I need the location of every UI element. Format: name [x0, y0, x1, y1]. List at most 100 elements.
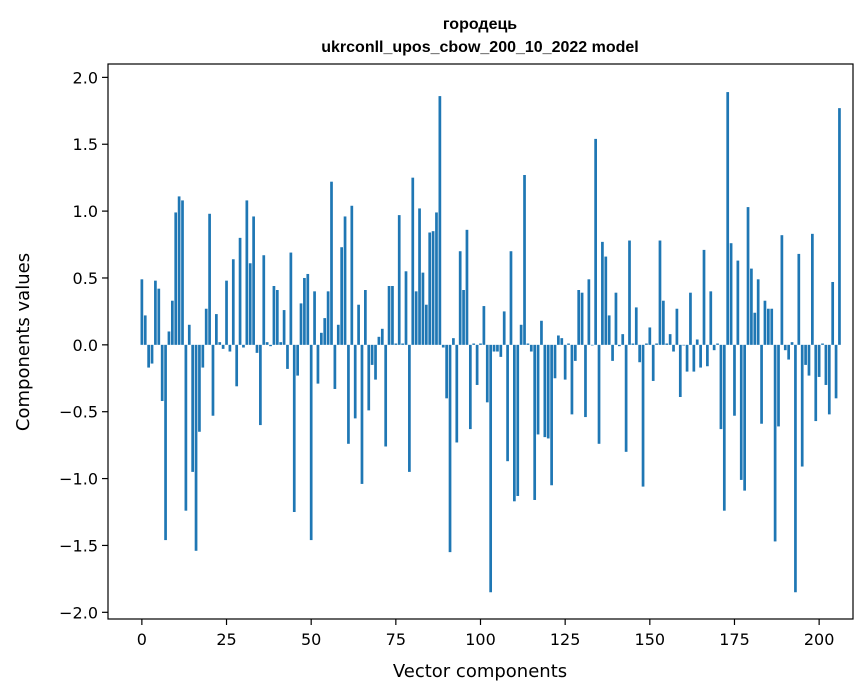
bar-202 [824, 344, 828, 385]
bar-123 [557, 335, 560, 345]
bar-168 [709, 291, 713, 345]
bar-106 [499, 344, 503, 357]
bar-157 [672, 344, 675, 352]
bar-183 [760, 344, 763, 424]
bar-148 [641, 344, 645, 487]
bar-129 [577, 290, 581, 345]
bar-172 [722, 344, 726, 511]
bar-116 [533, 344, 537, 500]
bar-67 [367, 344, 371, 411]
bar-131 [584, 344, 587, 418]
bar-93 [455, 344, 459, 443]
bar-150 [648, 327, 652, 345]
bar-174 [729, 243, 733, 345]
x-tick-label-25: 25 [216, 630, 236, 649]
bar-19 [204, 308, 208, 345]
bar-97 [468, 344, 472, 430]
bar-173 [726, 92, 730, 345]
bar-98 [472, 343, 476, 345]
bar-14 [187, 324, 191, 345]
bar-85 [428, 232, 432, 345]
y-tick-label-1: −1.5 [59, 536, 98, 555]
y-tick-label-2: −1.0 [59, 470, 98, 489]
y-tick-label-6: 1.0 [73, 202, 98, 221]
bar-42 [282, 310, 286, 345]
bar-71 [380, 328, 384, 345]
bar-70 [377, 336, 381, 345]
bar-61 [347, 344, 350, 444]
bar-136 [601, 241, 604, 345]
bar-171 [719, 344, 723, 430]
bar-25 [225, 280, 228, 345]
bar-115 [529, 344, 533, 352]
bar-88 [438, 96, 442, 345]
bar-94 [458, 251, 462, 345]
bar-204 [831, 281, 835, 345]
bar-152 [655, 343, 658, 345]
bar-161 [685, 344, 689, 372]
bar-3 [150, 344, 154, 364]
bar-44 [289, 252, 293, 345]
bar-114 [526, 343, 530, 345]
bar-1 [143, 315, 147, 345]
bar-160 [682, 344, 686, 346]
bar-40 [275, 290, 279, 345]
bar-140 [614, 292, 618, 345]
bar-167 [706, 344, 709, 367]
bar-181 [753, 312, 757, 345]
bar-101 [482, 306, 486, 345]
bar-83 [421, 272, 425, 345]
bar-72 [384, 344, 388, 447]
bar-199 [814, 344, 818, 422]
bar-164 [695, 339, 699, 345]
bar-75 [394, 343, 398, 345]
bar-78 [404, 271, 408, 345]
y-tick-label-8: 2.0 [73, 68, 98, 87]
bar-62 [350, 205, 354, 345]
bar-151 [651, 344, 655, 381]
bar-153 [658, 240, 662, 345]
bar-8 [167, 331, 171, 345]
x-tick-label-200: 200 [804, 630, 835, 649]
x-tick-label-150: 150 [635, 630, 666, 649]
bar-155 [665, 343, 669, 345]
bar-185 [766, 308, 770, 345]
bar-108 [506, 344, 509, 462]
bar-0 [140, 279, 144, 345]
bar-9 [170, 300, 174, 345]
bar-197 [807, 344, 811, 376]
bar-119 [543, 344, 547, 438]
bar-69 [374, 344, 377, 380]
bar-84 [424, 304, 428, 345]
bar-89 [441, 344, 445, 348]
bar-143 [624, 344, 628, 452]
bar-12 [181, 200, 184, 345]
bar-95 [462, 290, 465, 345]
bar-49 [306, 273, 310, 345]
bar-30 [242, 344, 245, 348]
bar-54 [323, 318, 327, 345]
x-tick-label-0: 0 [137, 630, 147, 649]
bar-66 [364, 290, 367, 345]
bar-179 [746, 207, 750, 345]
y-tick-label-7: 1.5 [73, 135, 98, 154]
x-axis-label: Vector components [393, 661, 567, 682]
bar-109 [509, 251, 513, 345]
bar-124 [560, 338, 564, 345]
bar-29 [238, 237, 242, 345]
bar-24 [221, 344, 225, 349]
bar-166 [702, 249, 706, 345]
bar-121 [550, 344, 553, 486]
bar-55 [326, 291, 330, 345]
bar-198 [811, 233, 814, 345]
bar-2 [147, 344, 150, 368]
x-axis: 0 25 50 75 100 125 150 175 200 [137, 619, 835, 649]
bar-33 [252, 216, 255, 345]
bar-205 [834, 344, 838, 399]
bar-196 [804, 344, 807, 365]
bar-117 [536, 344, 540, 435]
bar-206 [838, 108, 841, 345]
bar-195 [800, 344, 804, 467]
bar-102 [485, 344, 489, 403]
bar-163 [692, 344, 696, 372]
